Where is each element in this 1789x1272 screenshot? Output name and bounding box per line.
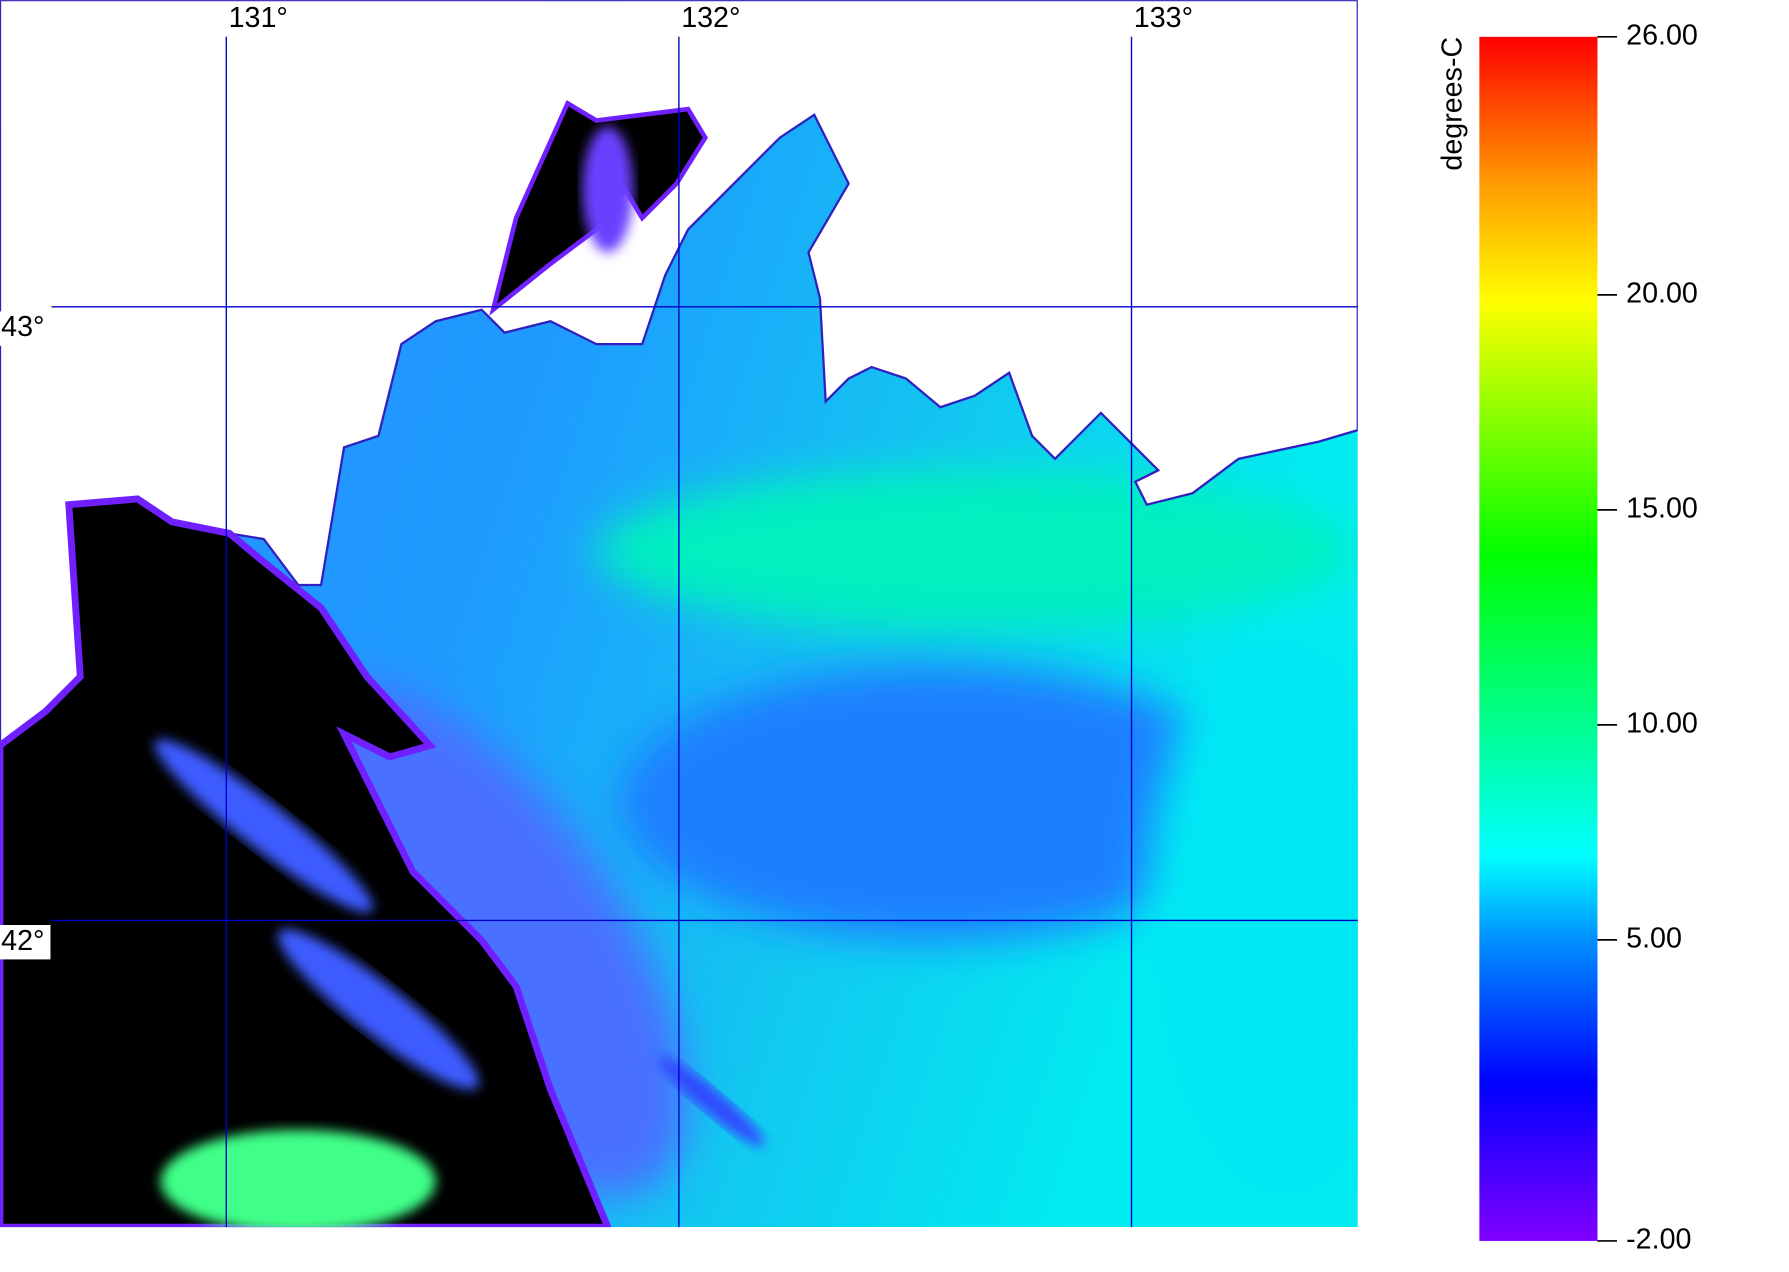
warm-eddy xyxy=(160,1129,436,1228)
lat-label: 42° xyxy=(1,925,44,957)
cool-streak xyxy=(154,739,374,913)
cool-streak xyxy=(657,1055,765,1147)
lat-label: 43° xyxy=(1,311,44,343)
sst-image xyxy=(0,0,1358,1228)
cool-patch xyxy=(619,665,1262,941)
graticule xyxy=(51,36,1358,1228)
colorbar-tick-label: 10.00 xyxy=(1626,707,1698,739)
colorbar-tick-label: 20.00 xyxy=(1626,277,1698,309)
colorbar xyxy=(1479,36,1598,1241)
lon-label: 132° xyxy=(681,2,740,34)
cool-streak xyxy=(277,929,480,1090)
lon-label: 133° xyxy=(1134,2,1193,34)
warm-band xyxy=(596,470,1354,631)
colorbar-tick-label: -2.00 xyxy=(1626,1224,1691,1256)
colorbar-tick-label: 15.00 xyxy=(1626,492,1698,524)
colorbar-tick-label: 26.00 xyxy=(1626,19,1698,51)
lat-label-bg xyxy=(0,924,51,960)
warm-edge xyxy=(1146,630,1358,1205)
colorbar-label: degrees-C xyxy=(1437,37,1469,171)
cold-inlet xyxy=(582,126,634,253)
lat-label-bg xyxy=(0,311,51,346)
lon-label: 131° xyxy=(229,2,288,34)
colorbar-tick-label: 5.00 xyxy=(1626,922,1682,954)
